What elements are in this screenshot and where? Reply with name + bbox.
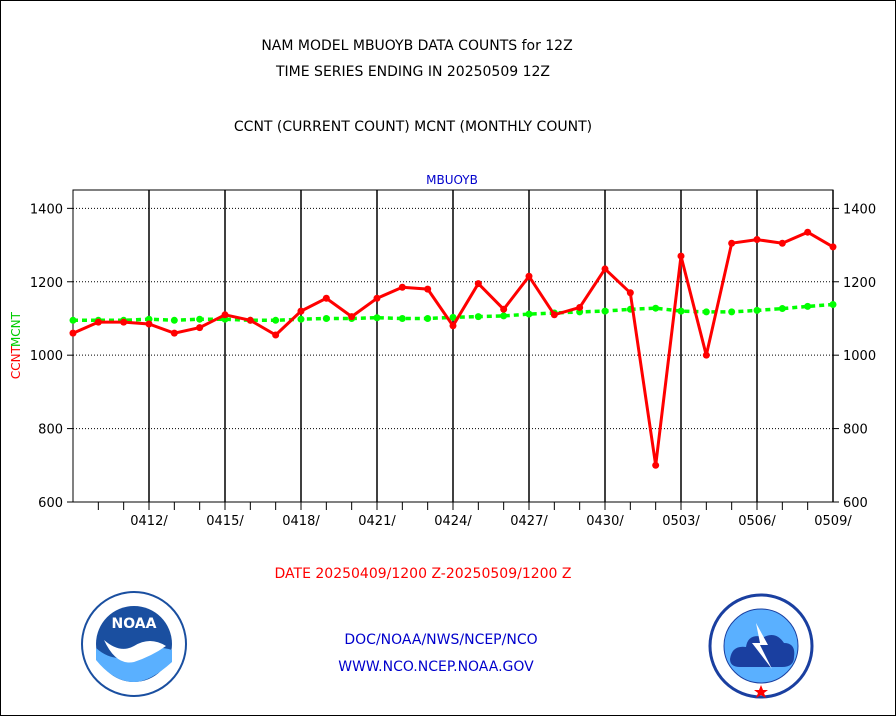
station-label: MBUOYB xyxy=(426,173,478,187)
point-ccnt xyxy=(500,305,508,313)
point-ccnt xyxy=(601,265,609,273)
x-tick-label: 0412/ xyxy=(130,514,168,529)
point-ccnt xyxy=(69,329,77,337)
y-tick-label-left: 600 xyxy=(38,496,63,511)
point-ccnt xyxy=(272,331,280,339)
point-mcnt xyxy=(297,315,305,323)
point-mcnt xyxy=(753,306,761,314)
point-ccnt xyxy=(753,236,761,244)
noaa-logo-text: NOAA xyxy=(112,616,157,632)
point-ccnt xyxy=(576,303,584,311)
y-tick-label-left: 1400 xyxy=(30,202,63,217)
point-ccnt xyxy=(246,316,254,324)
nws-logo xyxy=(708,593,814,699)
point-ccnt xyxy=(221,311,229,319)
chart-subtitle: CCNT (CURRENT COUNT) MCNT (MONTHLY COUNT… xyxy=(233,119,593,135)
point-ccnt xyxy=(424,285,432,293)
point-mcnt xyxy=(170,316,178,324)
point-mcnt xyxy=(69,316,77,324)
website-link[interactable]: WWW.NCO.NCEP.NOAA.GOV xyxy=(338,659,534,675)
y-tick-label-right: 1200 xyxy=(843,276,876,291)
point-ccnt xyxy=(373,294,381,302)
point-ccnt xyxy=(804,228,812,236)
point-mcnt xyxy=(601,307,609,315)
point-mcnt xyxy=(525,310,533,318)
x-tick-label: 0424/ xyxy=(434,514,472,529)
y-tick-label-right: 1400 xyxy=(843,202,876,217)
point-ccnt xyxy=(677,252,685,260)
point-ccnt xyxy=(120,318,128,326)
x-tick-label: 0509/ xyxy=(814,514,852,529)
point-ccnt xyxy=(550,311,558,319)
date-range: DATE 20250409/1200 Z-20250509/1200 Z xyxy=(274,566,572,582)
y-tick-label-right: 1000 xyxy=(843,349,876,364)
axis-ticks xyxy=(67,207,839,510)
y-tick-label-right: 800 xyxy=(843,423,868,438)
point-mcnt xyxy=(702,308,710,316)
chart-title-line2: TIME SERIES ENDING IN 20250509 12Z xyxy=(276,64,550,80)
point-mcnt xyxy=(474,313,482,321)
point-mcnt xyxy=(398,314,406,322)
point-mcnt xyxy=(829,301,837,309)
point-ccnt xyxy=(474,280,482,288)
point-mcnt xyxy=(652,304,660,312)
y-axis-label-ccnt: CCNT xyxy=(9,345,23,379)
y-tick-label-left: 1000 xyxy=(30,349,63,364)
point-mcnt xyxy=(500,312,508,320)
point-ccnt xyxy=(652,461,660,469)
point-ccnt xyxy=(170,329,178,337)
x-tick-label: 0421/ xyxy=(358,514,396,529)
point-ccnt xyxy=(196,324,204,332)
point-ccnt xyxy=(94,318,102,326)
y-axis-label-mcnt: MCNT xyxy=(9,311,23,347)
x-tick-label: 0415/ xyxy=(206,514,244,529)
point-mcnt xyxy=(778,305,786,313)
noaa-logo: NOAA xyxy=(81,591,187,697)
point-ccnt xyxy=(829,243,837,251)
point-ccnt xyxy=(778,239,786,247)
point-ccnt xyxy=(145,320,153,328)
grid-lines xyxy=(73,190,834,502)
axis-labels: 600 600 800 800 1000 1000 1200 1200 1400 1400 0412… xyxy=(30,202,876,529)
point-ccnt xyxy=(449,322,457,330)
x-tick-label: 0427/ xyxy=(510,514,548,529)
point-mcnt xyxy=(728,308,736,316)
point-ccnt xyxy=(348,313,356,321)
point-ccnt xyxy=(297,307,305,315)
point-mcnt xyxy=(424,314,432,322)
point-mcnt xyxy=(373,314,381,322)
point-mcnt xyxy=(196,315,204,323)
series-group xyxy=(69,228,837,469)
point-ccnt xyxy=(626,289,634,297)
org-path: DOC/NOAA/NWS/NCEP/NCO xyxy=(344,632,538,648)
x-tick-label: 0503/ xyxy=(662,514,700,529)
y-tick-label-left: 1200 xyxy=(30,276,63,291)
point-mcnt xyxy=(272,316,280,324)
y-tick-label-left: 800 xyxy=(38,423,63,438)
point-mcnt xyxy=(804,302,812,310)
point-mcnt xyxy=(322,314,330,322)
point-ccnt xyxy=(322,294,330,302)
point-ccnt xyxy=(702,351,710,359)
point-mcnt xyxy=(449,313,457,321)
x-tick-label: 0430/ xyxy=(586,514,624,529)
y-tick-label-right: 600 xyxy=(843,496,868,511)
point-mcnt xyxy=(677,307,685,315)
point-ccnt xyxy=(398,283,406,291)
chart-title-line1: NAM MODEL MBUOYB DATA COUNTS for 12Z xyxy=(261,38,573,54)
point-ccnt xyxy=(525,272,533,280)
point-ccnt xyxy=(728,239,736,247)
x-tick-label: 0506/ xyxy=(738,514,776,529)
x-tick-label: 0418/ xyxy=(282,514,320,529)
